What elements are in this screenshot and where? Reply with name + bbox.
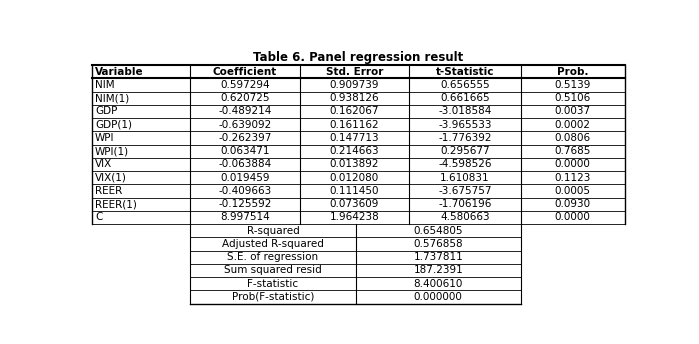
Text: 0.576858: 0.576858 bbox=[413, 239, 463, 249]
Text: -4.598526: -4.598526 bbox=[438, 160, 491, 170]
Text: -3.965533: -3.965533 bbox=[438, 120, 491, 130]
Text: 0.147713: 0.147713 bbox=[329, 133, 379, 143]
Text: 0.012080: 0.012080 bbox=[330, 173, 379, 183]
Text: GDP(1): GDP(1) bbox=[95, 120, 132, 130]
Text: 0.000000: 0.000000 bbox=[414, 292, 463, 302]
Text: Variable: Variable bbox=[95, 67, 143, 77]
Text: 1.737811: 1.737811 bbox=[413, 252, 463, 262]
Text: 0.111450: 0.111450 bbox=[329, 186, 379, 196]
Text: VIX: VIX bbox=[95, 160, 113, 170]
Text: -0.063884: -0.063884 bbox=[218, 160, 272, 170]
Text: F-statistic: F-statistic bbox=[247, 279, 298, 289]
Text: 8.400610: 8.400610 bbox=[414, 279, 463, 289]
Text: 0.0806: 0.0806 bbox=[555, 133, 591, 143]
Text: 0.5139: 0.5139 bbox=[554, 80, 591, 90]
Text: Adjusted R-squared: Adjusted R-squared bbox=[222, 239, 324, 249]
Text: 0.073609: 0.073609 bbox=[329, 199, 379, 209]
Text: S.E. of regression: S.E. of regression bbox=[227, 252, 319, 262]
Text: 0.0930: 0.0930 bbox=[555, 199, 591, 209]
Text: -1.776392: -1.776392 bbox=[438, 133, 491, 143]
Text: 0.620725: 0.620725 bbox=[220, 93, 270, 103]
Text: -1.706196: -1.706196 bbox=[438, 199, 491, 209]
Text: R-squared: R-squared bbox=[247, 226, 299, 236]
Text: Coefficient: Coefficient bbox=[212, 67, 277, 77]
Text: -0.262397: -0.262397 bbox=[218, 133, 272, 143]
Text: -0.409663: -0.409663 bbox=[218, 186, 272, 196]
Text: Prob.: Prob. bbox=[557, 67, 589, 77]
Text: 0.295677: 0.295677 bbox=[440, 146, 490, 156]
Text: 1.964238: 1.964238 bbox=[329, 213, 379, 223]
Text: 0.063471: 0.063471 bbox=[220, 146, 270, 156]
Text: NIM: NIM bbox=[95, 80, 115, 90]
Text: 0.019459: 0.019459 bbox=[220, 173, 270, 183]
Text: 0.161162: 0.161162 bbox=[329, 120, 379, 130]
Text: -0.125592: -0.125592 bbox=[218, 199, 272, 209]
Text: GDP: GDP bbox=[95, 107, 117, 117]
Text: WPI: WPI bbox=[95, 133, 115, 143]
Text: WPI(1): WPI(1) bbox=[95, 146, 129, 156]
Text: 0.661665: 0.661665 bbox=[440, 93, 490, 103]
Text: -3.018584: -3.018584 bbox=[438, 107, 491, 117]
Text: 0.0000: 0.0000 bbox=[555, 160, 591, 170]
Text: 4.580663: 4.580663 bbox=[440, 213, 490, 223]
Text: 0.0005: 0.0005 bbox=[555, 186, 591, 196]
Text: 8.997514: 8.997514 bbox=[220, 213, 270, 223]
Text: Table 6. Panel regression result: Table 6. Panel regression result bbox=[253, 51, 463, 64]
Text: -3.675757: -3.675757 bbox=[438, 186, 491, 196]
Text: 1.610831: 1.610831 bbox=[440, 173, 490, 183]
Text: NIM(1): NIM(1) bbox=[95, 93, 129, 103]
Text: REER: REER bbox=[95, 186, 122, 196]
Text: 0.0037: 0.0037 bbox=[555, 107, 591, 117]
Text: Prob(F-statistic): Prob(F-statistic) bbox=[232, 292, 314, 302]
Text: Sum squared resid: Sum squared resid bbox=[224, 266, 322, 276]
Text: -0.489214: -0.489214 bbox=[218, 107, 272, 117]
Text: REER(1): REER(1) bbox=[95, 199, 137, 209]
Text: t-Statistic: t-Statistic bbox=[435, 67, 494, 77]
Text: 0.162067: 0.162067 bbox=[329, 107, 379, 117]
Text: C: C bbox=[95, 213, 102, 223]
Text: 0.938126: 0.938126 bbox=[329, 93, 379, 103]
Text: 0.654805: 0.654805 bbox=[413, 226, 463, 236]
Text: 0.656555: 0.656555 bbox=[440, 80, 490, 90]
Text: Std. Error: Std. Error bbox=[326, 67, 383, 77]
Text: 187.2391: 187.2391 bbox=[413, 266, 463, 276]
Text: 0.597294: 0.597294 bbox=[220, 80, 270, 90]
Text: 0.909739: 0.909739 bbox=[329, 80, 379, 90]
Text: 0.1123: 0.1123 bbox=[554, 173, 591, 183]
Text: VIX(1): VIX(1) bbox=[95, 173, 127, 183]
Text: 0.7685: 0.7685 bbox=[554, 146, 591, 156]
Text: 0.0002: 0.0002 bbox=[555, 120, 591, 130]
Text: 0.5106: 0.5106 bbox=[555, 93, 591, 103]
Text: 0.013892: 0.013892 bbox=[329, 160, 379, 170]
Text: 0.0000: 0.0000 bbox=[555, 213, 591, 223]
Text: 0.214663: 0.214663 bbox=[329, 146, 379, 156]
Text: -0.639092: -0.639092 bbox=[218, 120, 272, 130]
